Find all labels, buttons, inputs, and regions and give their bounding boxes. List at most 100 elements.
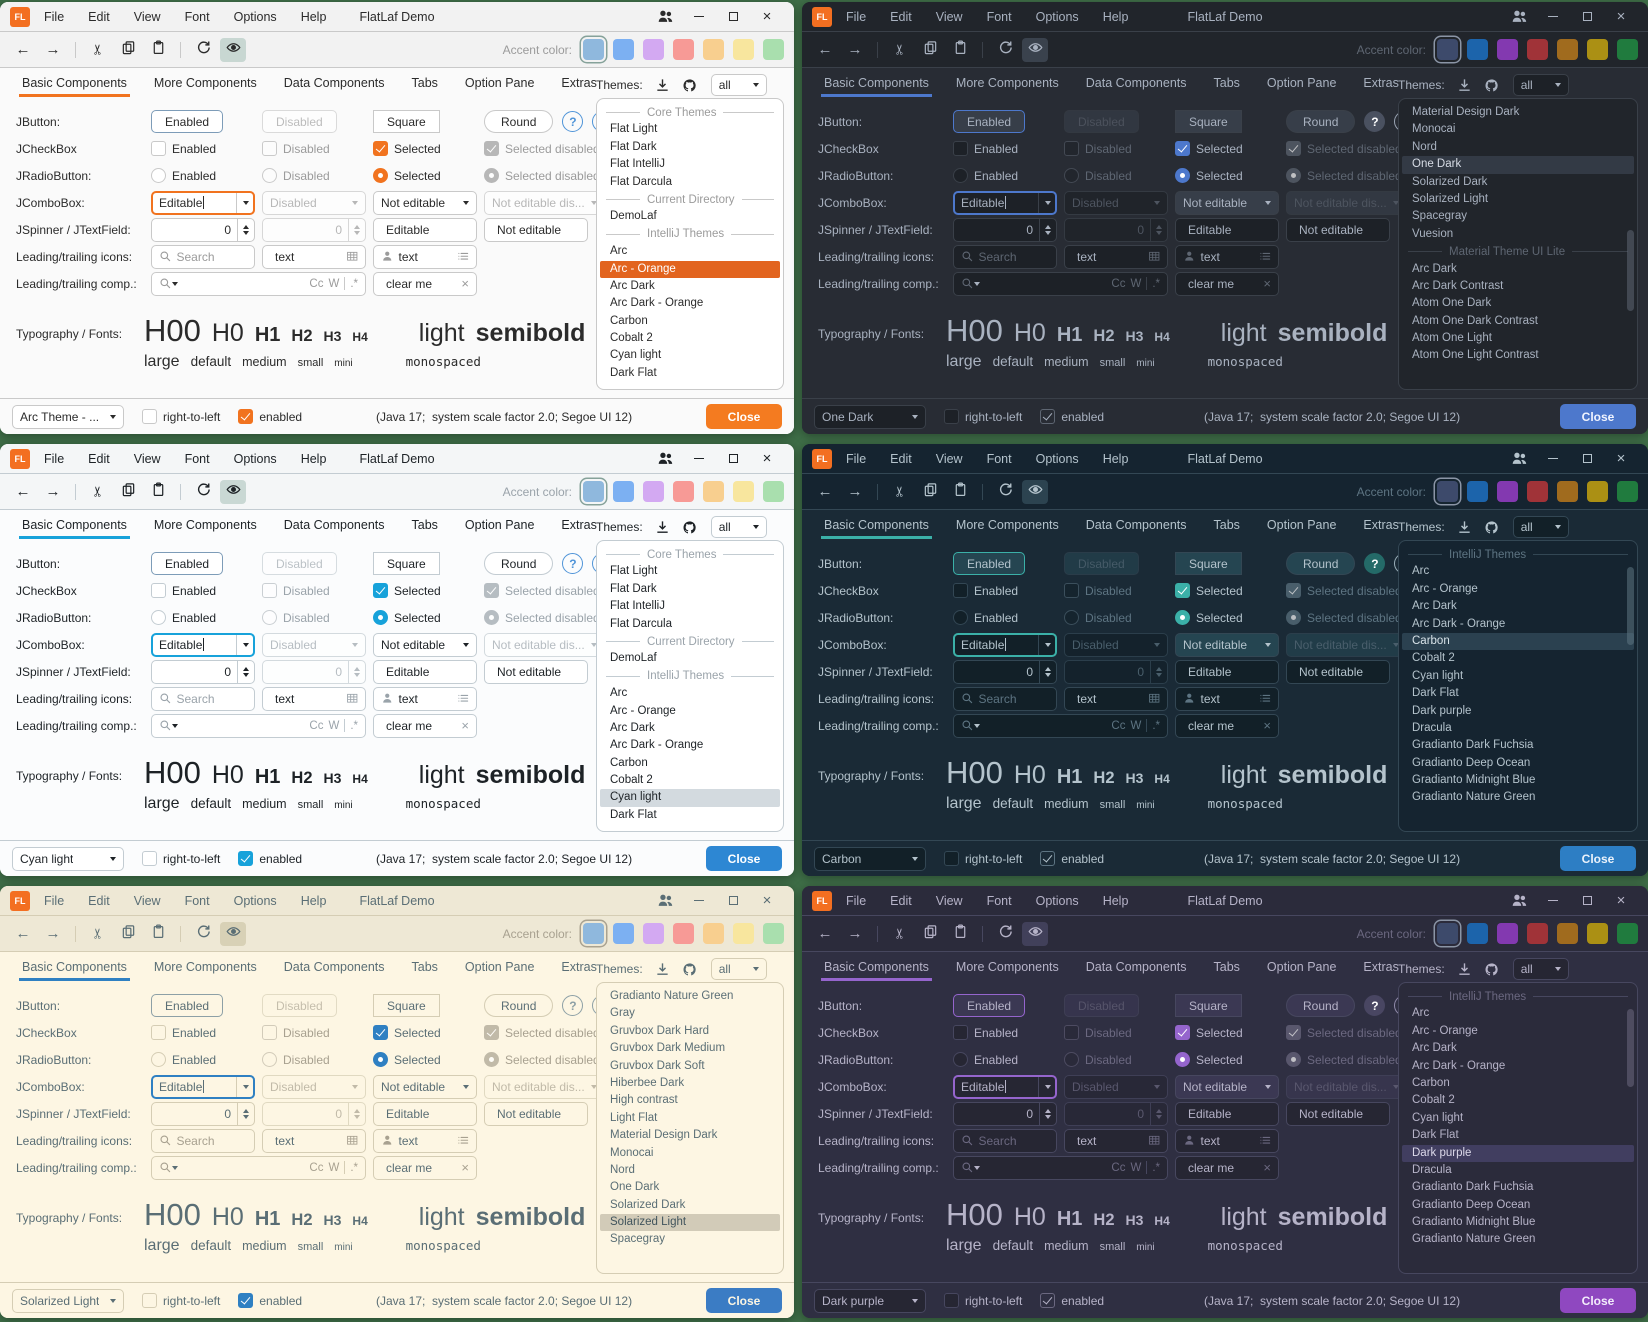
clear-icon[interactable]: × — [461, 718, 469, 733]
enabled-button[interactable]: Enabled — [953, 552, 1026, 575]
text-input-with-person-icon[interactable]: text — [373, 244, 477, 269]
refresh-button[interactable] — [190, 38, 216, 62]
theme-list-item-gradianto-nature-green[interactable]: Gradianto Nature Green — [1412, 1233, 1536, 1246]
table-icon[interactable] — [346, 250, 359, 263]
text-input-with-table-icon[interactable]: text — [1064, 244, 1168, 269]
theme-list-item-cyan-light[interactable]: Cyan light — [1412, 669, 1464, 682]
theme-list-item-spacegray[interactable]: Spacegray — [1412, 210, 1467, 223]
right-to-left-checkbox[interactable] — [142, 851, 157, 866]
theme-list-item-gruvbox-dark-medium[interactable]: Gruvbox Dark Medium — [610, 1042, 726, 1055]
github-button[interactable] — [1484, 962, 1499, 977]
theme-list-item-flat-dark[interactable]: Flat Dark — [610, 582, 657, 595]
text-input-with-person-icon[interactable]: text — [1175, 1128, 1279, 1153]
menu-options[interactable]: Options — [1035, 9, 1079, 24]
spinner[interactable]: 0 — [151, 1101, 255, 1126]
spinner[interactable]: 0 — [151, 217, 255, 242]
tab-tabs[interactable]: Tabs — [1213, 960, 1240, 974]
theme-list-item-flat-light[interactable]: Flat Light — [610, 565, 658, 578]
accent-swatch-1[interactable] — [583, 481, 604, 502]
cut-button[interactable]: ✂ — [85, 480, 111, 504]
accent-swatch-3[interactable] — [643, 39, 664, 60]
radio-selected-disabled[interactable] — [484, 1052, 499, 1067]
cut-button[interactable]: ✂ — [887, 480, 913, 504]
whole-word-button[interactable]: W — [1130, 277, 1142, 290]
theme-filter-select[interactable]: all — [1512, 516, 1569, 538]
accent-swatch-1[interactable] — [583, 39, 604, 60]
accent-swatch-7[interactable] — [1617, 923, 1638, 944]
tab-extras[interactable]: Extras — [561, 76, 597, 90]
theme-selector[interactable]: One Dark — [814, 404, 926, 429]
list-icon[interactable] — [1259, 1134, 1272, 1147]
menu-file[interactable]: File — [846, 451, 867, 466]
copy-button[interactable] — [917, 38, 943, 62]
radio-enabled[interactable] — [953, 168, 968, 183]
theme-list-item-flat-intellij[interactable]: Flat IntelliJ — [610, 600, 665, 613]
accent-swatch-3[interactable] — [643, 481, 664, 502]
download-themes-button[interactable] — [655, 78, 670, 93]
enabled-button[interactable]: Enabled — [151, 110, 224, 133]
menu-font[interactable]: Font — [986, 893, 1012, 908]
tab-extras[interactable]: Extras — [1363, 960, 1399, 974]
accent-swatch-1[interactable] — [1437, 481, 1458, 502]
maximize-button[interactable] — [1570, 888, 1604, 914]
match-case-button[interactable]: Cc — [309, 277, 324, 290]
tab-basic-components[interactable]: Basic Components — [821, 960, 932, 981]
enabled-checkbox[interactable] — [238, 1293, 254, 1308]
download-themes-button[interactable] — [655, 962, 670, 977]
menu-file[interactable]: File — [846, 893, 867, 908]
spinner[interactable]: 0 — [953, 659, 1057, 684]
radio-selected[interactable] — [373, 168, 388, 183]
spinner[interactable]: 0 — [151, 659, 255, 684]
theme-list-item-cobalt-2[interactable]: Cobalt 2 — [610, 332, 653, 345]
match-case-button[interactable]: Cc — [1111, 1161, 1126, 1174]
accent-swatch-6[interactable] — [733, 39, 754, 60]
theme-list-item-gruvbox-dark-soft[interactable]: Gruvbox Dark Soft — [610, 1059, 705, 1072]
round-button[interactable]: Round — [1286, 110, 1356, 133]
titlebar[interactable]: FL File Edit View Font Options Help FlatLaf Dem… — [0, 886, 794, 916]
combobox-not-editable[interactable]: Not editable — [1175, 632, 1279, 657]
match-case-button[interactable]: Cc — [1111, 719, 1126, 732]
theme-list-item-dark-flat[interactable]: Dark Flat — [1412, 1129, 1459, 1142]
theme-list-item-arc[interactable]: Arc — [1412, 565, 1430, 578]
checkbox-disabled[interactable] — [262, 583, 277, 598]
right-to-left-checkbox[interactable] — [142, 409, 157, 424]
checkbox-selected[interactable] — [373, 1025, 388, 1040]
spinner[interactable]: 0 — [953, 217, 1057, 242]
list-icon[interactable] — [457, 1134, 470, 1147]
help-button[interactable]: ? — [562, 111, 584, 132]
whole-word-button[interactable]: W — [328, 277, 340, 290]
search-input[interactable]: Search — [151, 244, 255, 269]
accent-swatch-7[interactable] — [763, 923, 784, 944]
close-window-button[interactable]: × — [750, 446, 784, 472]
theme-list-item-flat-intellij[interactable]: Flat IntelliJ — [610, 158, 665, 171]
accent-swatch-3[interactable] — [1497, 39, 1518, 60]
checkbox-selected-disabled[interactable] — [1286, 141, 1301, 156]
help-button[interactable]: ? — [1364, 111, 1386, 132]
tab-more-components[interactable]: More Components — [955, 76, 1059, 90]
round-button[interactable]: Round — [484, 110, 554, 133]
theme-selector[interactable]: Cyan light — [12, 846, 124, 871]
search-input[interactable]: Search — [953, 686, 1057, 711]
round-button[interactable]: Round — [484, 552, 554, 575]
combobox-editable[interactable]: Editable — [151, 1074, 255, 1099]
theme-list-item-flat-darcula[interactable]: Flat Darcula — [610, 617, 672, 630]
radio-selected-disabled[interactable] — [484, 168, 499, 183]
accent-swatch-2[interactable] — [613, 923, 634, 944]
close-window-button[interactable]: × — [1604, 446, 1638, 472]
accent-swatch-7[interactable] — [1617, 39, 1638, 60]
theme-list-item-high-contrast[interactable]: High contrast — [610, 1094, 678, 1107]
menu-help[interactable]: Help — [300, 451, 327, 466]
theme-list-item-dracula[interactable]: Dracula — [1412, 1163, 1452, 1176]
accent-swatch-4[interactable] — [1527, 923, 1548, 944]
menu-file[interactable]: File — [44, 893, 65, 908]
theme-list[interactable]: Material Design Dark Monocai Nord One Dark S… — [1398, 98, 1638, 390]
checkbox-selected[interactable] — [373, 583, 388, 598]
theme-list-item-gradianto-nature-green[interactable]: Gradianto Nature Green — [1412, 791, 1536, 804]
refresh-button[interactable] — [992, 480, 1018, 504]
whole-word-button[interactable]: W — [1130, 1161, 1142, 1174]
textfield-editable[interactable]: Editable — [373, 659, 477, 684]
checkbox-disabled[interactable] — [1064, 141, 1079, 156]
theme-selector[interactable]: Solarized Light — [12, 1288, 124, 1313]
checkbox-selected[interactable] — [1175, 141, 1190, 156]
combobox-not-editable[interactable]: Not editable — [373, 1074, 477, 1099]
